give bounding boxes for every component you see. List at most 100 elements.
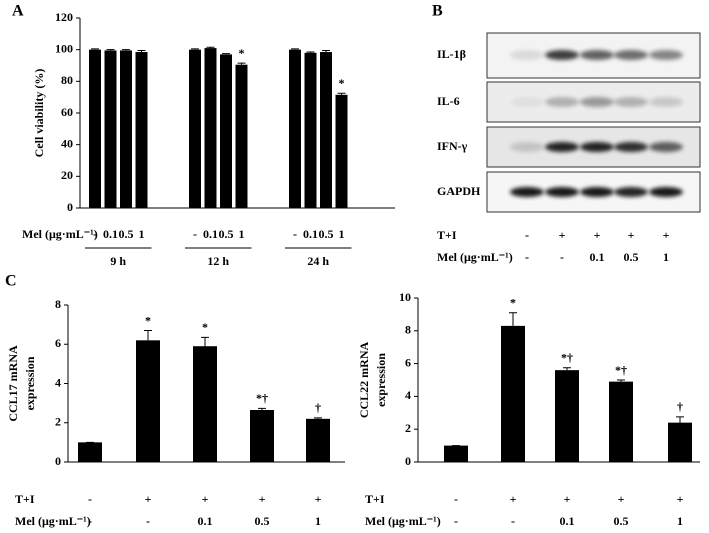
y-tick-label: 10 bbox=[399, 290, 411, 304]
bar bbox=[136, 340, 160, 462]
error-bar bbox=[258, 407, 266, 410]
y-tick-label: 2 bbox=[405, 421, 411, 435]
x-tick-label: - bbox=[293, 227, 297, 241]
treatment-label: + bbox=[628, 228, 635, 242]
significance-mark: * bbox=[339, 76, 345, 90]
significance-mark: † bbox=[677, 400, 683, 414]
row-label: T+I bbox=[437, 228, 457, 242]
x-tick-label: 0.1 bbox=[560, 514, 575, 528]
blot-band bbox=[510, 187, 544, 197]
treatment-label: + bbox=[663, 228, 670, 242]
error-bar bbox=[191, 48, 199, 50]
x-tick-label: - bbox=[88, 514, 92, 528]
x-tick-label: 1 bbox=[315, 514, 321, 528]
treatment-label: + bbox=[564, 492, 571, 506]
significance-mark: * bbox=[239, 46, 245, 60]
treatment-label: + bbox=[510, 492, 517, 506]
group-label: 9 h bbox=[110, 254, 126, 268]
band-label: GAPDH bbox=[437, 184, 481, 198]
significance-mark: *† bbox=[615, 363, 627, 377]
panel-label: B bbox=[432, 3, 443, 20]
bar bbox=[306, 418, 330, 462]
band-label: IL-6 bbox=[437, 94, 460, 108]
y-tick-label: 0 bbox=[67, 200, 73, 214]
error-bar bbox=[306, 51, 315, 53]
band-label: IL-1β bbox=[437, 47, 466, 61]
treatment-label: - bbox=[525, 228, 529, 242]
y-tick-label: 120 bbox=[55, 10, 73, 24]
x-tick-label: 0.5 bbox=[319, 227, 334, 241]
y-tick-label: 4 bbox=[405, 388, 411, 402]
treatment-label: + bbox=[618, 492, 625, 506]
treatment-label: - bbox=[454, 492, 458, 506]
x-tick-label: 0.1 bbox=[198, 514, 213, 528]
x-tick-label: - bbox=[93, 227, 97, 241]
row-label: Mel (μg·mL⁻¹) bbox=[22, 227, 98, 241]
bar bbox=[304, 52, 317, 209]
error-bar bbox=[237, 62, 246, 65]
y-tick-label: 20 bbox=[61, 168, 73, 182]
bar bbox=[135, 52, 148, 208]
y-axis-label-line: CCL17 mRNA bbox=[6, 345, 20, 422]
band-label: IFN-γ bbox=[437, 139, 468, 153]
blot-band bbox=[649, 187, 683, 197]
bar bbox=[609, 381, 633, 462]
x-tick-label: 1 bbox=[677, 514, 683, 528]
error-bar bbox=[617, 379, 625, 382]
x-tick-label: 0.5 bbox=[255, 514, 270, 528]
y-tick-label: 8 bbox=[405, 323, 411, 337]
mel-label: - bbox=[560, 250, 564, 264]
blot-band bbox=[614, 50, 648, 60]
treatment-label: + bbox=[145, 492, 152, 506]
x-tick-label: 0.5 bbox=[119, 227, 134, 241]
error-bar bbox=[201, 336, 209, 347]
error-bar bbox=[122, 49, 130, 51]
error-bar bbox=[314, 417, 322, 419]
bar bbox=[220, 54, 232, 208]
blot-band bbox=[545, 50, 579, 60]
x-tick-label: 0.5 bbox=[219, 227, 234, 241]
blot-band bbox=[580, 50, 614, 60]
y-axis-label: CCL17 mRNA expression bbox=[6, 345, 37, 422]
y-axis-label: CCL22 mRNA expression bbox=[357, 342, 388, 419]
x-tick-label: 1 bbox=[239, 227, 245, 241]
y-axis-label-line: expression bbox=[23, 356, 37, 410]
y-tick-label: 60 bbox=[61, 105, 73, 119]
y-axis-label-line: expression bbox=[374, 353, 388, 407]
mel-label: - bbox=[525, 250, 529, 264]
x-tick-label: - bbox=[454, 514, 458, 528]
treatment-label: + bbox=[559, 228, 566, 242]
error-bar bbox=[222, 53, 230, 55]
error-bar bbox=[337, 92, 346, 95]
treatment-label: - bbox=[88, 492, 92, 506]
significance-mark: † bbox=[315, 401, 321, 415]
bar bbox=[335, 94, 348, 208]
blot-band bbox=[580, 97, 614, 107]
mel-label: 0.5 bbox=[624, 250, 639, 264]
blot-band bbox=[510, 142, 544, 152]
y-tick-label: 80 bbox=[61, 73, 73, 87]
panel-label: C bbox=[5, 273, 17, 290]
bar bbox=[444, 445, 468, 462]
x-tick-label: 0.5 bbox=[614, 514, 629, 528]
x-tick-label: 1 bbox=[339, 227, 345, 241]
blot-band bbox=[580, 187, 614, 197]
bar bbox=[204, 48, 217, 209]
blot-band bbox=[649, 97, 683, 107]
y-axis-label: Cell viability (%) bbox=[32, 69, 46, 158]
y-tick-label: 8 bbox=[55, 297, 61, 311]
blot-band bbox=[649, 142, 683, 152]
treatment-label: + bbox=[259, 492, 266, 506]
blot-band bbox=[614, 187, 648, 197]
group-label: 24 h bbox=[307, 254, 329, 268]
bar bbox=[120, 50, 132, 209]
error-bar bbox=[91, 48, 99, 50]
x-tick-label: 0.1 bbox=[103, 227, 118, 241]
bar bbox=[104, 50, 117, 209]
x-tick-label: 1 bbox=[139, 227, 145, 241]
error-bar bbox=[106, 49, 115, 51]
error-bar bbox=[509, 312, 517, 326]
y-axis-label-line: Cell viability (%) bbox=[32, 69, 46, 158]
blot-band bbox=[510, 50, 544, 60]
